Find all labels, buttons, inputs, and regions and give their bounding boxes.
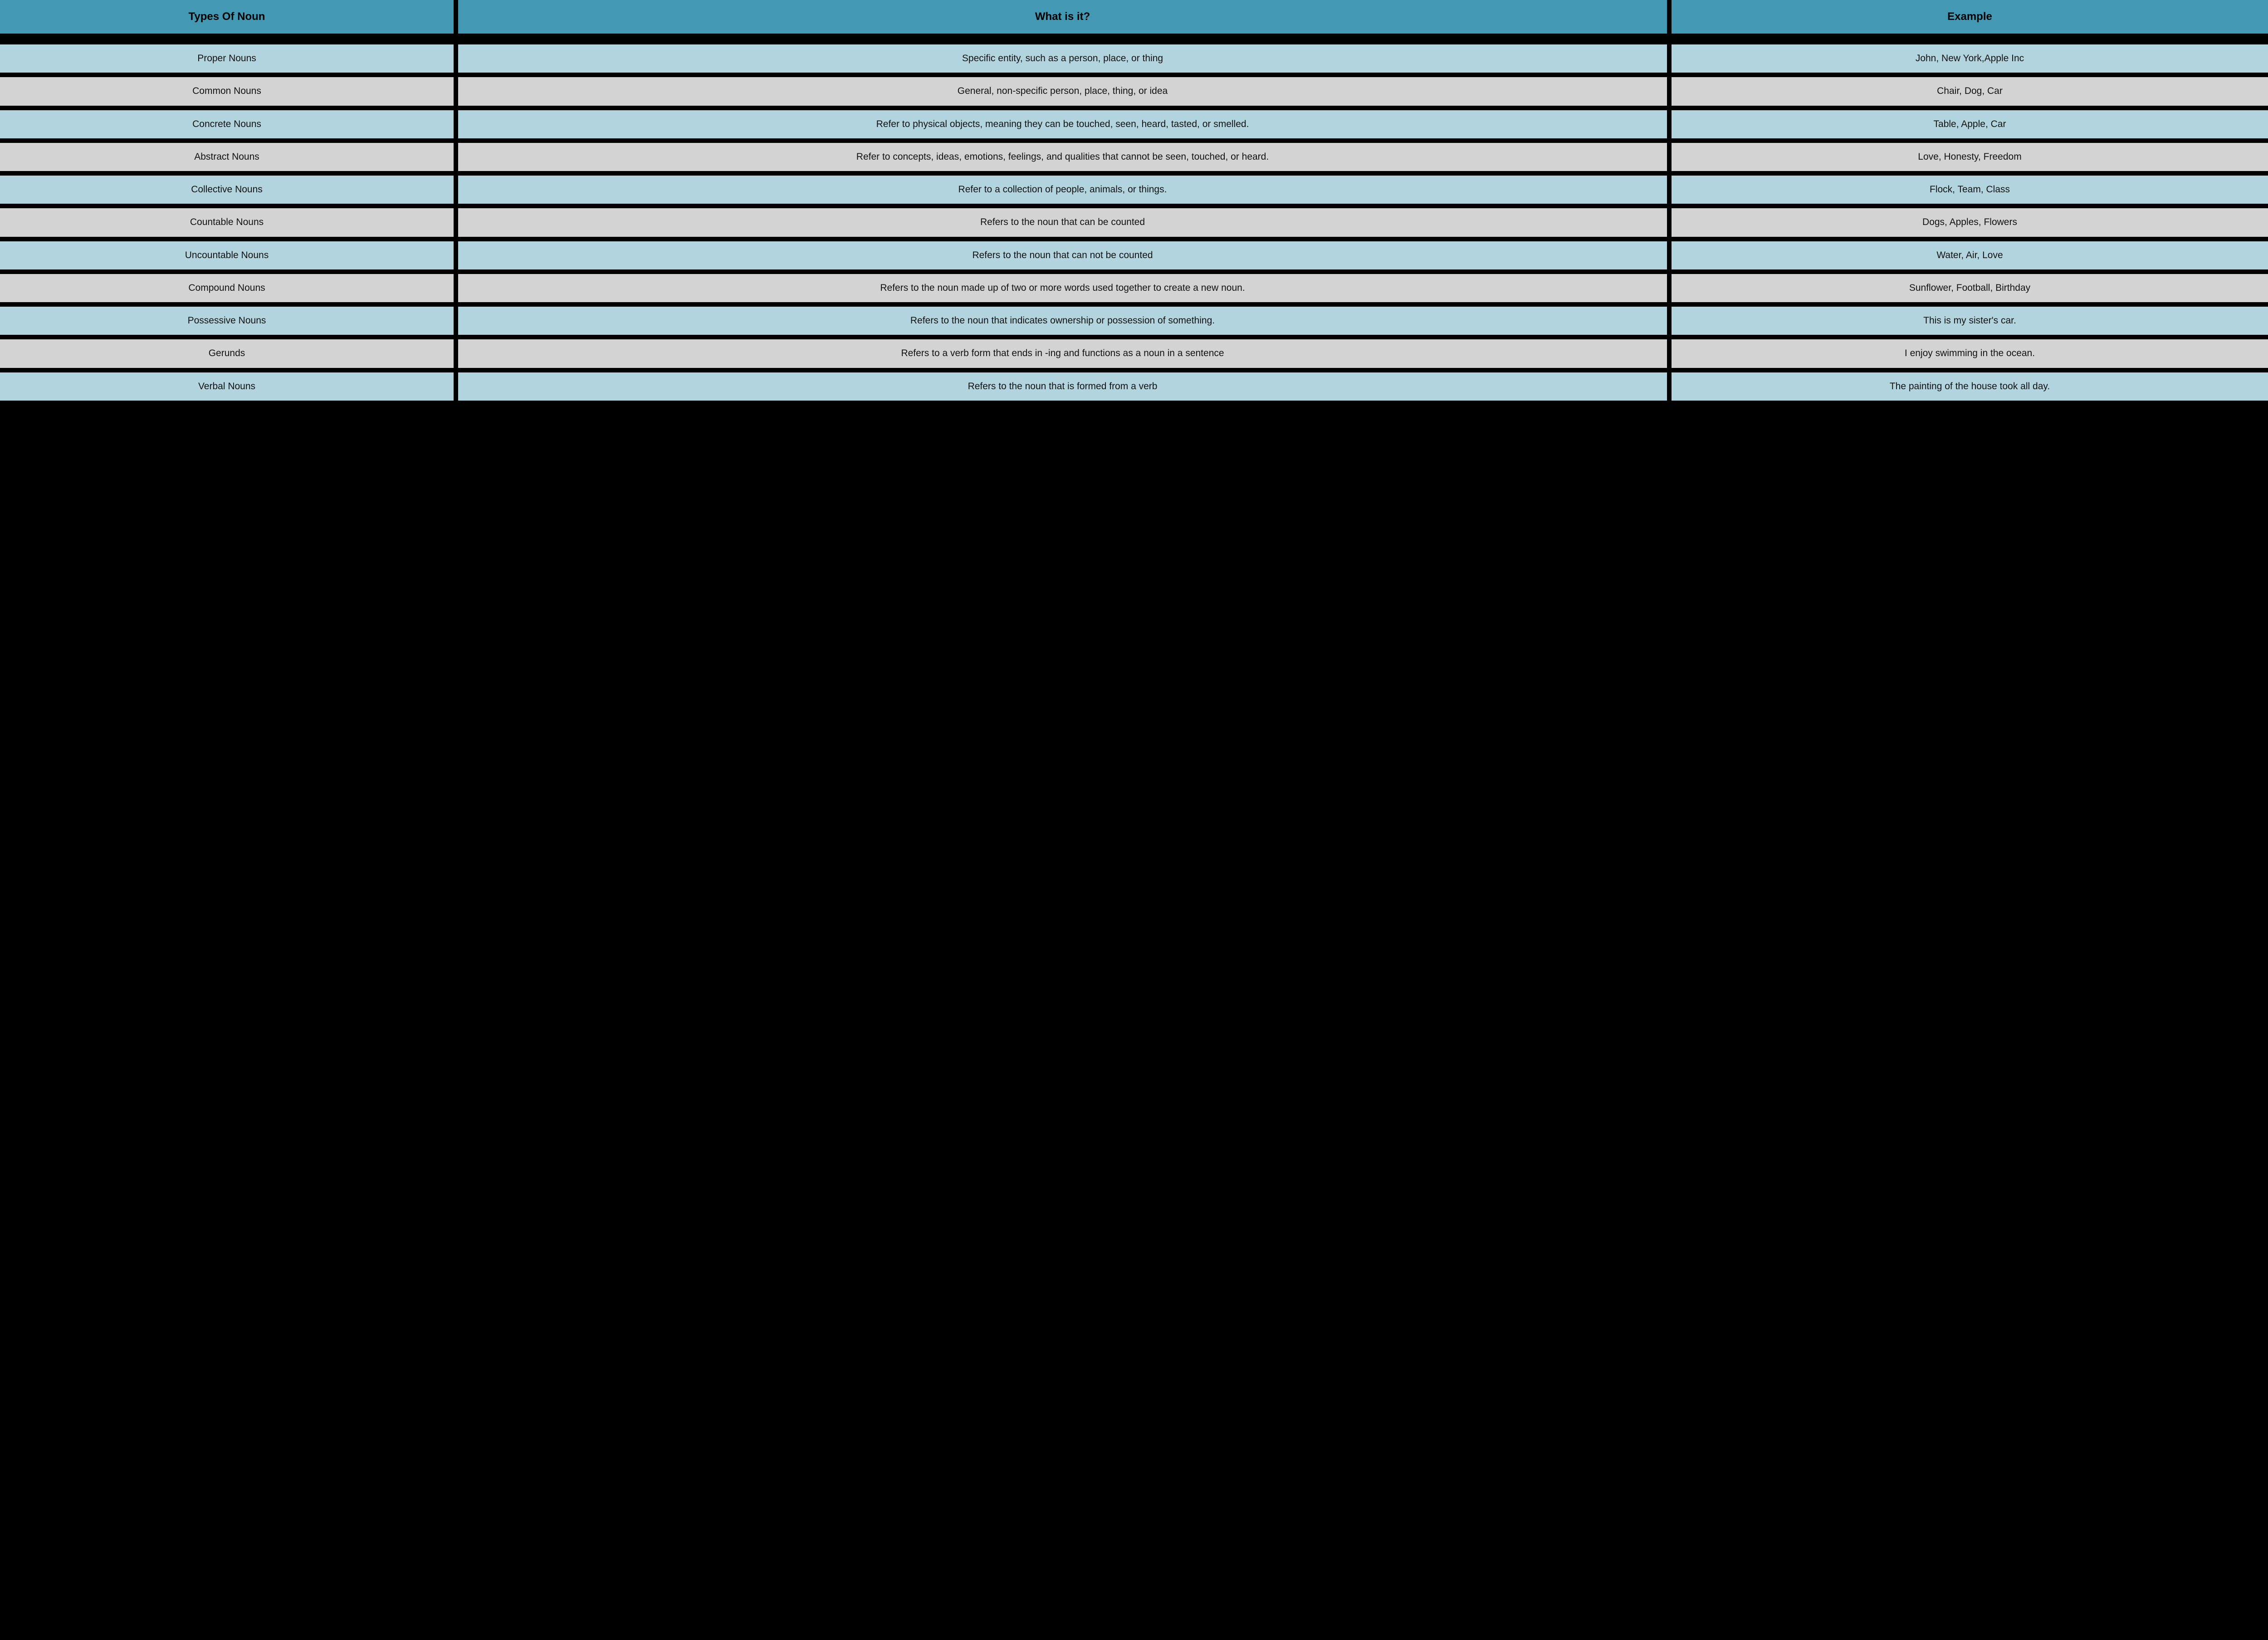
- cell-type: Collective Nouns: [0, 171, 454, 204]
- cell-what: Refers to the noun that indicates owners…: [454, 302, 1667, 335]
- header-gap: [0, 34, 2268, 40]
- cell-example: The painting of the house took all day.: [1667, 368, 2268, 401]
- table-row: Concrete NounsRefer to physical objects,…: [0, 106, 2268, 138]
- cell-what: Refer to a collection of people, animals…: [454, 171, 1667, 204]
- noun-types-table: Types Of Noun What is it? Example Proper…: [0, 0, 2268, 401]
- cell-example: I enjoy swimming in the ocean.: [1667, 335, 2268, 367]
- table-header-row: Types Of Noun What is it? Example: [0, 0, 2268, 34]
- table-row: Uncountable NounsRefers to the noun that…: [0, 237, 2268, 269]
- header-example: Example: [1667, 0, 2268, 34]
- cell-example: Table, Apple, Car: [1667, 106, 2268, 138]
- cell-type: Proper Nouns: [0, 40, 454, 73]
- cell-what: Refers to the noun that is formed from a…: [454, 368, 1667, 401]
- table-row: Countable NounsRefers to the noun that c…: [0, 204, 2268, 236]
- cell-what: Refer to physical objects, meaning they …: [454, 106, 1667, 138]
- cell-example: This is my sister's car.: [1667, 302, 2268, 335]
- header-what: What is it?: [454, 0, 1667, 34]
- cell-what: Refers to the noun that can be counted: [454, 204, 1667, 236]
- cell-what: Refers to the noun made up of two or mor…: [454, 269, 1667, 302]
- cell-example: Water, Air, Love: [1667, 237, 2268, 269]
- cell-example: John, New York,Apple Inc: [1667, 40, 2268, 73]
- table-row: Proper NounsSpecific entity, such as a p…: [0, 40, 2268, 73]
- cell-type: Countable Nouns: [0, 204, 454, 236]
- table-row: Verbal NounsRefers to the noun that is f…: [0, 368, 2268, 401]
- cell-example: Dogs, Apples, Flowers: [1667, 204, 2268, 236]
- cell-type: Gerunds: [0, 335, 454, 367]
- table-row: Collective NounsRefer to a collection of…: [0, 171, 2268, 204]
- header-types: Types Of Noun: [0, 0, 454, 34]
- cell-type: Abstract Nouns: [0, 138, 454, 171]
- cell-type: Concrete Nouns: [0, 106, 454, 138]
- table-row: Possessive NounsRefers to the noun that …: [0, 302, 2268, 335]
- table-row: GerundsRefers to a verb form that ends i…: [0, 335, 2268, 367]
- cell-example: Chair, Dog, Car: [1667, 73, 2268, 105]
- cell-what: Specific entity, such as a person, place…: [454, 40, 1667, 73]
- cell-what: Refers to a verb form that ends in -ing …: [454, 335, 1667, 367]
- cell-what: Refer to concepts, ideas, emotions, feel…: [454, 138, 1667, 171]
- cell-example: Sunflower, Football, Birthday: [1667, 269, 2268, 302]
- cell-type: Compound Nouns: [0, 269, 454, 302]
- cell-example: Love, Honesty, Freedom: [1667, 138, 2268, 171]
- table-row: Abstract NounsRefer to concepts, ideas, …: [0, 138, 2268, 171]
- table-row: Common NounsGeneral, non-specific person…: [0, 73, 2268, 105]
- cell-type: Verbal Nouns: [0, 368, 454, 401]
- table-row: Compound NounsRefers to the noun made up…: [0, 269, 2268, 302]
- cell-type: Possessive Nouns: [0, 302, 454, 335]
- cell-type: Common Nouns: [0, 73, 454, 105]
- cell-type: Uncountable Nouns: [0, 237, 454, 269]
- cell-what: Refers to the noun that can not be count…: [454, 237, 1667, 269]
- cell-example: Flock, Team, Class: [1667, 171, 2268, 204]
- cell-what: General, non-specific person, place, thi…: [454, 73, 1667, 105]
